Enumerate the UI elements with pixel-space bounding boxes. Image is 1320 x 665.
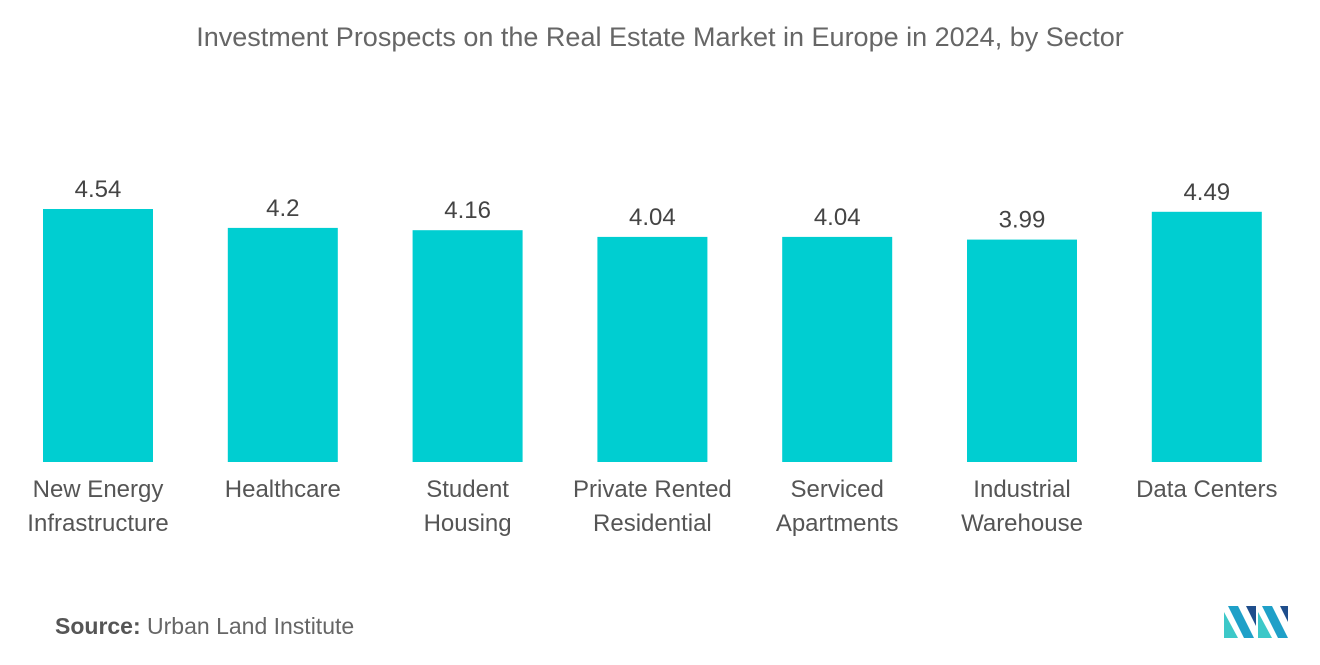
bar-6 [1151,211,1262,462]
value-label-0: 4.54 [75,176,122,203]
value-label-2: 4.16 [444,197,491,224]
bar-2 [412,230,523,462]
category-label-4: Serviced Apartments [776,476,899,537]
value-label-3: 4.04 [629,204,676,231]
category-label-0: New Energy Infrastructure [27,476,168,537]
category-labels-group: New Energy Infrastructure Healthcare Studen… [27,476,1277,537]
value-label-5: 3.99 [999,207,1046,234]
value-label-1: 4.2 [266,195,299,222]
category-label-3: Private Rented Residential [573,476,732,537]
source-note: Source: Urban Land Institute [55,613,354,640]
category-label-1: Healthcare [225,476,341,503]
mordor-intelligence-logo-icon [1224,606,1288,638]
bar-4 [782,236,893,462]
category-label-2: Student Housing [424,476,512,537]
chart-title: Investment Prospects on the Real Estate … [196,22,1124,52]
bar-5 [967,239,1077,462]
bar-chart: 4.54 4.2 4.16 4.04 4.04 3.99 4.49 New Energy In… [27,176,1277,537]
value-labels-group: 4.54 4.2 4.16 4.04 4.04 3.99 4.49 [75,176,1231,234]
category-label-6: Data Centers [1136,476,1277,503]
category-label-5: Industrial Warehouse [961,476,1083,537]
value-label-6: 4.49 [1183,179,1230,206]
bar-0 [43,209,153,462]
value-label-4: 4.04 [814,204,861,231]
source-text: Urban Land Institute [147,613,355,639]
bars-group [43,209,1262,462]
bar-3 [597,236,708,462]
bar-1 [227,227,338,462]
source-label: Source: [55,613,141,639]
